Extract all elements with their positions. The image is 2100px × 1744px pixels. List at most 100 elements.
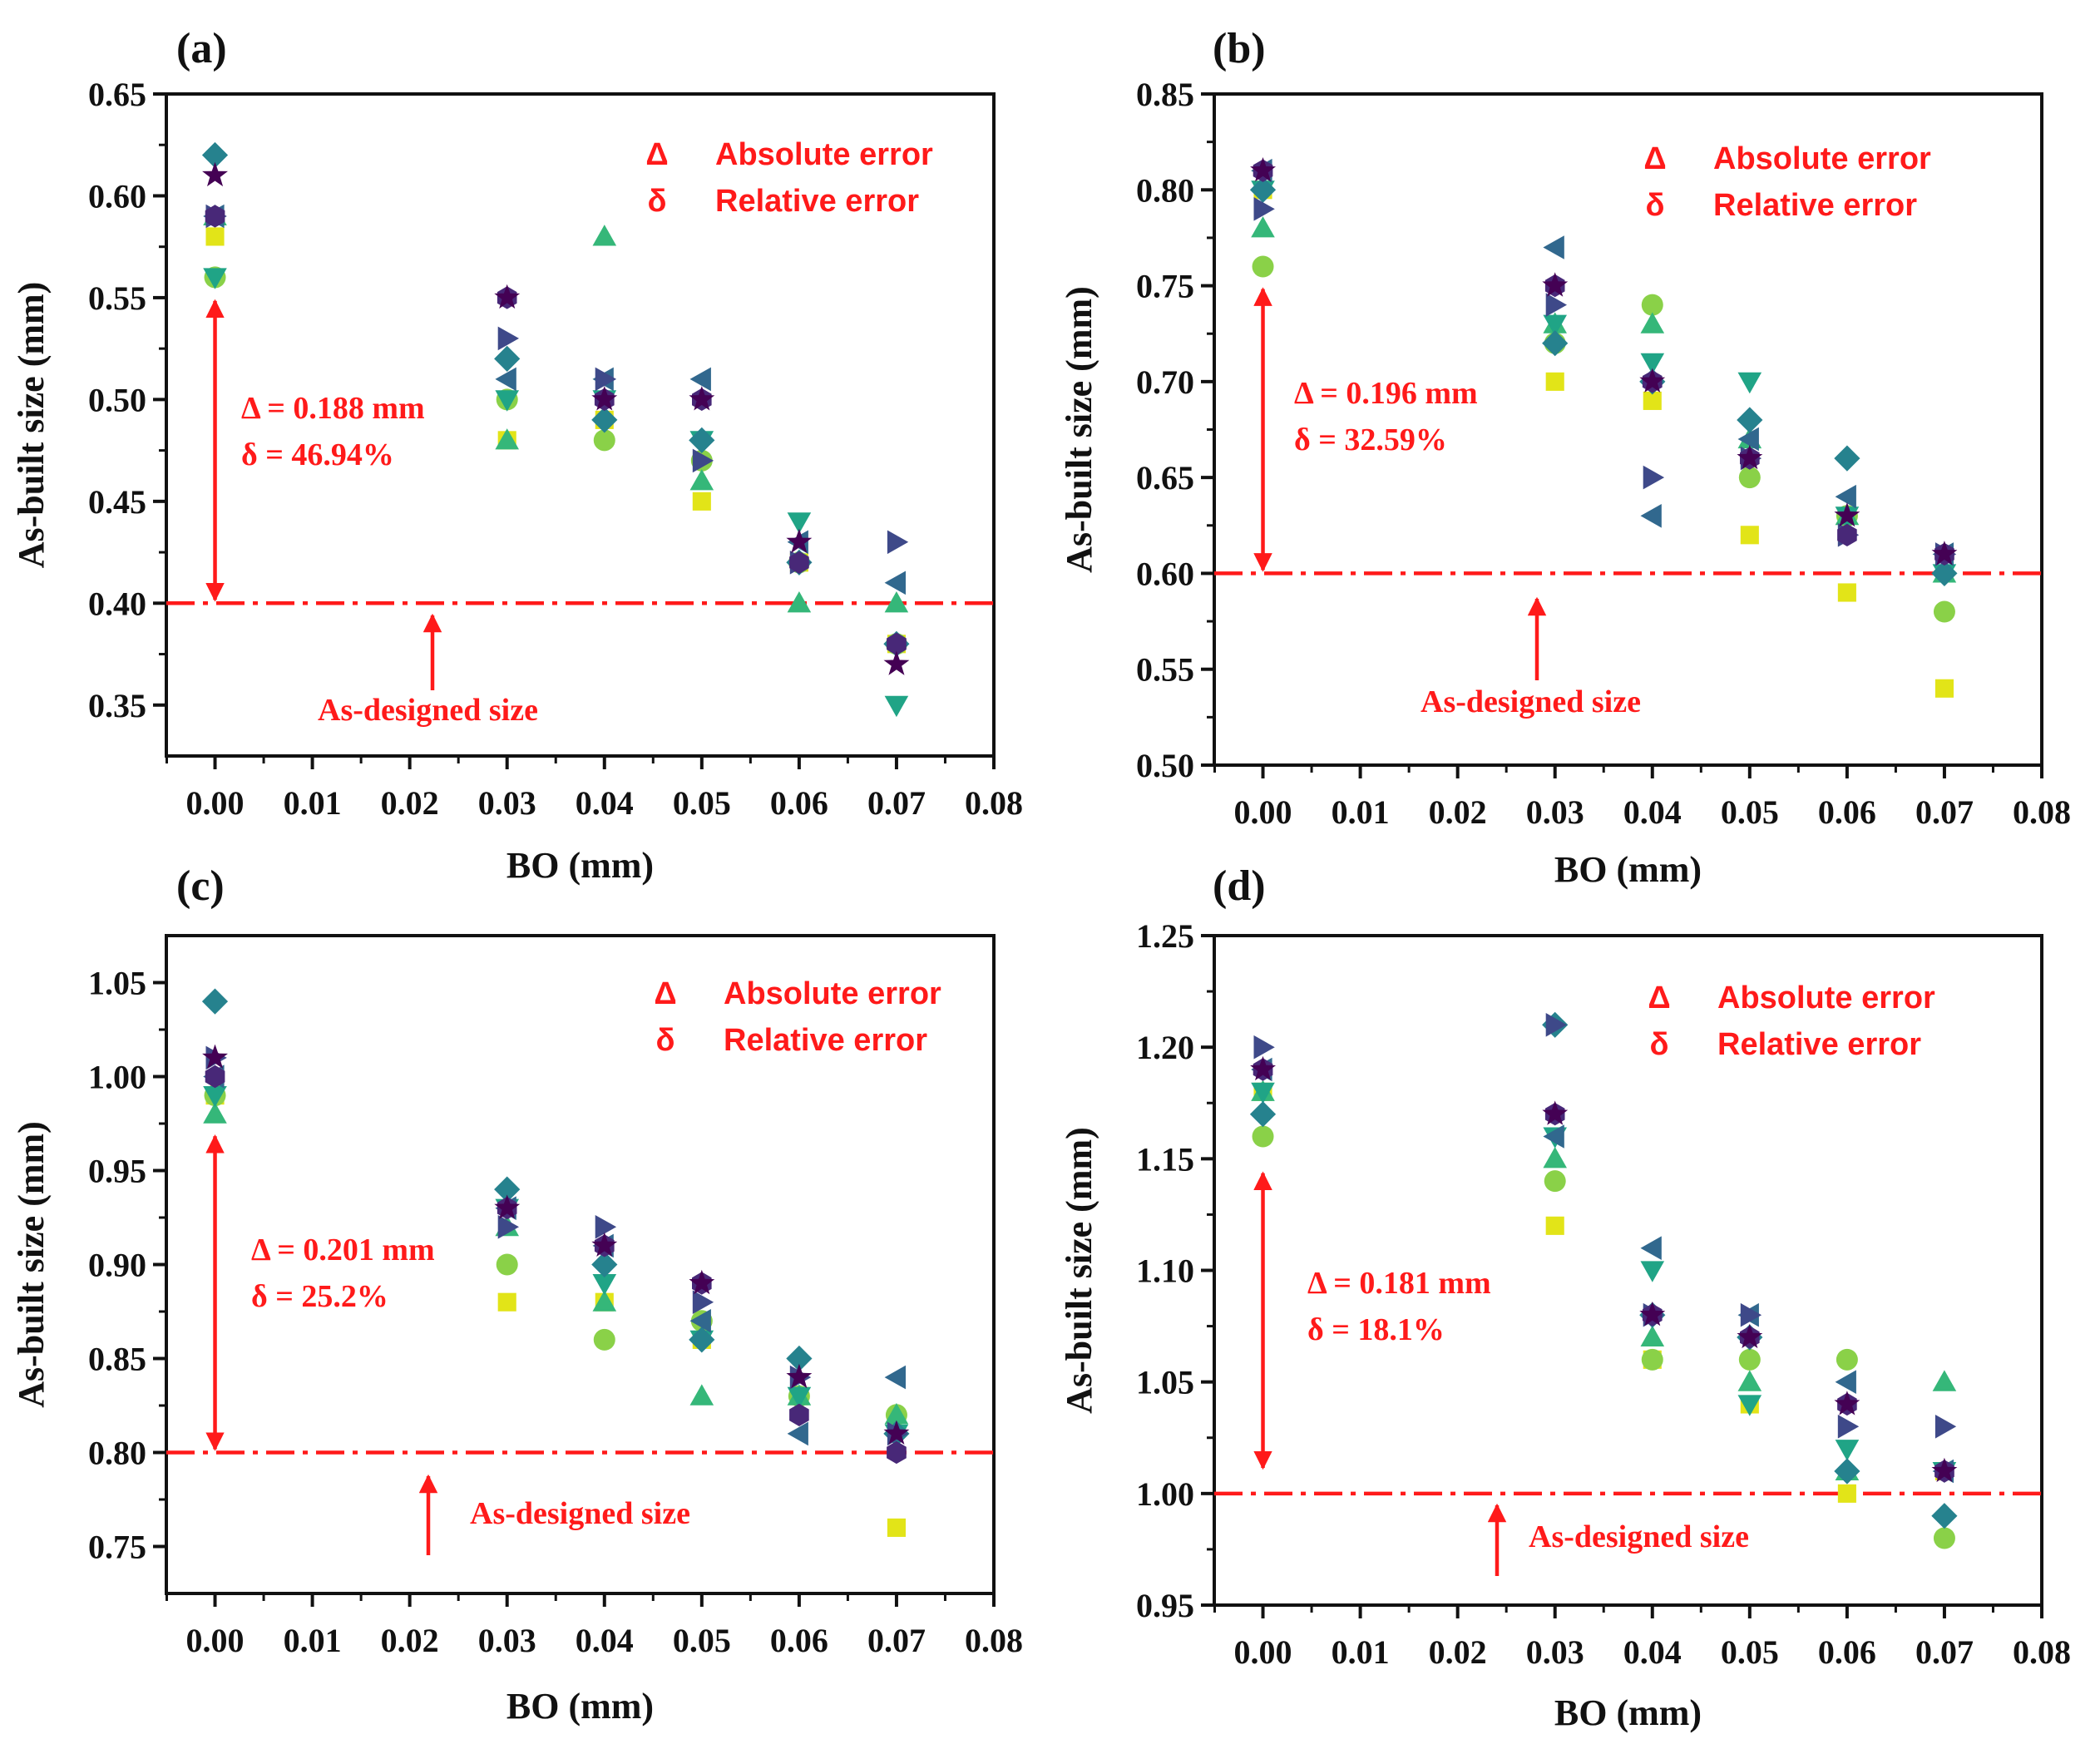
data-point-star bbox=[1639, 1301, 1666, 1327]
x-tick-label: 0.06 bbox=[770, 784, 828, 822]
y-tick-label: 1.05 bbox=[1136, 1364, 1194, 1401]
data-point-star bbox=[689, 386, 715, 411]
data-point-triangle-left bbox=[689, 1309, 711, 1333]
data-point-triangle-down bbox=[592, 1274, 617, 1296]
y-tick-label: 0.50 bbox=[1136, 747, 1194, 784]
data-point-circle bbox=[1641, 1348, 1663, 1371]
relative-error-value: δ = 46.94% bbox=[241, 437, 394, 472]
x-tick-label: 0.07 bbox=[1915, 1633, 1974, 1671]
chart-panel-d: (d) 0.00 0.01 0.02 0.03 0.04 0.05 0.06 0.07 0.08 0… bbox=[1059, 862, 2071, 1733]
data-point-diamond bbox=[494, 1176, 521, 1203]
data-point-circle bbox=[1933, 600, 1955, 623]
data-point-star bbox=[786, 1363, 813, 1389]
legend-label: Relative error bbox=[1717, 1027, 1921, 1062]
data-point-triangle-down bbox=[787, 1386, 812, 1408]
data-point-triangle-up bbox=[689, 1384, 714, 1406]
data-point-star bbox=[1834, 1391, 1860, 1415]
absolute-error-value: Δ = 0.196 mm bbox=[1294, 376, 1478, 411]
series-triangle-down bbox=[203, 268, 909, 718]
data-point-triangle-up bbox=[1932, 1370, 1957, 1391]
absolute-error-value: Δ = 0.188 mm bbox=[241, 391, 425, 426]
data-point-star bbox=[1639, 368, 1666, 393]
data-point-triangle-down bbox=[1737, 372, 1762, 394]
data-point-hexagon bbox=[1837, 523, 1857, 546]
y-tick-label: 0.90 bbox=[88, 1247, 146, 1284]
x-tick-label: 0.05 bbox=[673, 784, 731, 822]
relative-error-value: δ = 25.2% bbox=[251, 1279, 388, 1314]
data-point-diamond bbox=[1834, 445, 1860, 472]
y-tick-label: 0.65 bbox=[88, 76, 146, 113]
x-tick-label: 0.02 bbox=[381, 784, 439, 822]
data-point-triangle-left bbox=[689, 367, 711, 392]
data-point-star bbox=[1250, 157, 1276, 182]
data-point-star bbox=[883, 650, 910, 675]
x-tick-label: 0.00 bbox=[1234, 1633, 1292, 1671]
y-tick-label: 0.95 bbox=[1136, 1587, 1194, 1624]
series-hexagon bbox=[205, 205, 907, 655]
legend-label: Absolute error bbox=[1717, 981, 1935, 1015]
data-point-diamond bbox=[1834, 1458, 1860, 1485]
y-tick-label: 0.85 bbox=[1136, 76, 1194, 113]
data-point-hexagon bbox=[887, 1440, 907, 1465]
x-tick-label: 0.00 bbox=[1234, 793, 1292, 831]
panel-label: (c) bbox=[176, 862, 225, 910]
data-point-diamond bbox=[786, 1345, 813, 1372]
data-point-circle bbox=[1738, 1348, 1761, 1371]
x-tick-label: 0.00 bbox=[186, 784, 245, 822]
y-tick-label: 1.05 bbox=[88, 965, 146, 1002]
data-point-star bbox=[202, 161, 228, 187]
data-point-triangle-left bbox=[1737, 427, 1759, 452]
data-point-triangle-right bbox=[887, 530, 909, 555]
data-point-triangle-right bbox=[692, 1290, 714, 1314]
data-point-star bbox=[1737, 444, 1763, 470]
x-tick-label: 0.08 bbox=[2013, 1633, 2071, 1671]
x-tick-label: 0.04 bbox=[576, 784, 634, 822]
data-point-star bbox=[1834, 502, 1860, 527]
data-point-square bbox=[205, 227, 225, 246]
data-point-triangle-right bbox=[595, 1215, 617, 1239]
data-point-diamond bbox=[1542, 330, 1569, 357]
data-point-triangle-left bbox=[1640, 504, 1662, 528]
data-point-square bbox=[1545, 1216, 1564, 1235]
x-tick-label: 0.04 bbox=[1623, 1633, 1682, 1671]
x-tick-label: 0.03 bbox=[1526, 1633, 1584, 1671]
data-point-star bbox=[689, 1269, 715, 1295]
data-point-triangle-down bbox=[1251, 1082, 1275, 1104]
data-point-diamond bbox=[1931, 1503, 1958, 1529]
data-point-diamond bbox=[201, 141, 229, 169]
x-tick-label: 0.05 bbox=[673, 1622, 731, 1659]
relative-error-value: δ = 18.1% bbox=[1307, 1312, 1445, 1347]
absolute-error-value: Δ = 0.181 mm bbox=[1307, 1266, 1491, 1301]
legend-label: Relative error bbox=[724, 1023, 927, 1058]
data-point-triangle-left bbox=[1835, 484, 1856, 509]
x-tick-label: 0.01 bbox=[284, 1622, 342, 1659]
y-tick-label: 0.35 bbox=[88, 687, 146, 724]
x-tick-label: 0.04 bbox=[576, 1622, 634, 1659]
x-axis-title: BO (mm) bbox=[1554, 849, 1702, 890]
data-point-diamond bbox=[1249, 176, 1277, 203]
x-tick-label: 0.08 bbox=[2013, 793, 2071, 831]
data-point-square bbox=[1837, 1484, 1856, 1503]
x-tick-label: 0.02 bbox=[381, 1622, 439, 1659]
data-point-triangle-up bbox=[592, 1290, 617, 1312]
y-tick-label: 0.80 bbox=[88, 1435, 146, 1472]
series-star bbox=[202, 1044, 910, 1445]
data-point-hexagon bbox=[205, 205, 225, 228]
series-star bbox=[1250, 1055, 1958, 1483]
data-point-circle bbox=[1933, 1527, 1955, 1549]
data-point-triangle-up bbox=[884, 1403, 909, 1425]
data-point-diamond bbox=[201, 988, 229, 1015]
data-point-circle bbox=[1738, 467, 1761, 489]
data-point-triangle-left bbox=[884, 571, 906, 595]
x-tick-label: 0.03 bbox=[1526, 793, 1584, 831]
legend-label: Relative error bbox=[1713, 188, 1917, 223]
x-axis-title: BO (mm) bbox=[506, 1686, 654, 1727]
series-circle bbox=[1252, 1125, 1955, 1549]
data-point-hexagon bbox=[789, 551, 809, 574]
legend-label: Absolute error bbox=[1713, 141, 1931, 176]
x-tick-label: 0.01 bbox=[1332, 793, 1390, 831]
data-point-triangle-right bbox=[497, 1215, 519, 1239]
y-tick-label: 1.20 bbox=[1136, 1029, 1194, 1066]
data-point-triangle-down bbox=[495, 390, 519, 412]
